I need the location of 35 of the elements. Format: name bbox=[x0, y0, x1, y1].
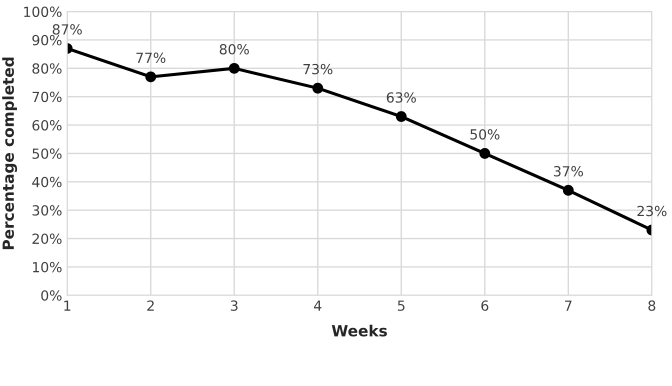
x-tick-label: 3 bbox=[230, 300, 238, 311]
x-tick-label: 6 bbox=[481, 300, 488, 311]
x-axis-title: Weeks bbox=[332, 324, 387, 337]
x-tick-label: 1 bbox=[64, 300, 70, 311]
data-label: 63% bbox=[386, 92, 416, 103]
data-label: 87% bbox=[52, 24, 82, 35]
point bbox=[479, 148, 490, 159]
x-tick-label: 7 bbox=[565, 300, 572, 311]
y-tick-label: 30% bbox=[32, 205, 62, 216]
y-tick-label: 0% bbox=[41, 290, 62, 301]
data-label: 23% bbox=[637, 206, 667, 216]
point bbox=[396, 111, 407, 122]
y-tick-label: 10% bbox=[32, 262, 62, 272]
x-tick-label: 5 bbox=[398, 300, 404, 311]
y-tick-label: 90% bbox=[32, 34, 62, 46]
y-tick-label: 80% bbox=[32, 63, 62, 74]
y-tick-label: 60% bbox=[32, 120, 62, 131]
y-tick-label: 70% bbox=[32, 92, 62, 102]
x-tick-label: 4 bbox=[314, 300, 322, 311]
point bbox=[562, 184, 574, 196]
y-tick-label: 20% bbox=[32, 234, 62, 244]
y-tick-label: 50% bbox=[32, 148, 62, 159]
y-tick-label: 40% bbox=[32, 176, 62, 188]
x-tick-label: 2 bbox=[147, 300, 154, 311]
x-tick-label: 8 bbox=[648, 300, 656, 311]
y-tick-label: 100% bbox=[24, 6, 62, 18]
data-label: 77% bbox=[136, 52, 166, 64]
point bbox=[312, 82, 324, 94]
point bbox=[228, 62, 240, 74]
point bbox=[145, 71, 156, 82]
data-label: 80% bbox=[220, 44, 249, 55]
y-axis-title: Percentage completed bbox=[2, 58, 18, 250]
data-label: 50% bbox=[470, 129, 500, 140]
data-label: 73% bbox=[303, 64, 332, 74]
data-label: 37% bbox=[554, 166, 583, 177]
